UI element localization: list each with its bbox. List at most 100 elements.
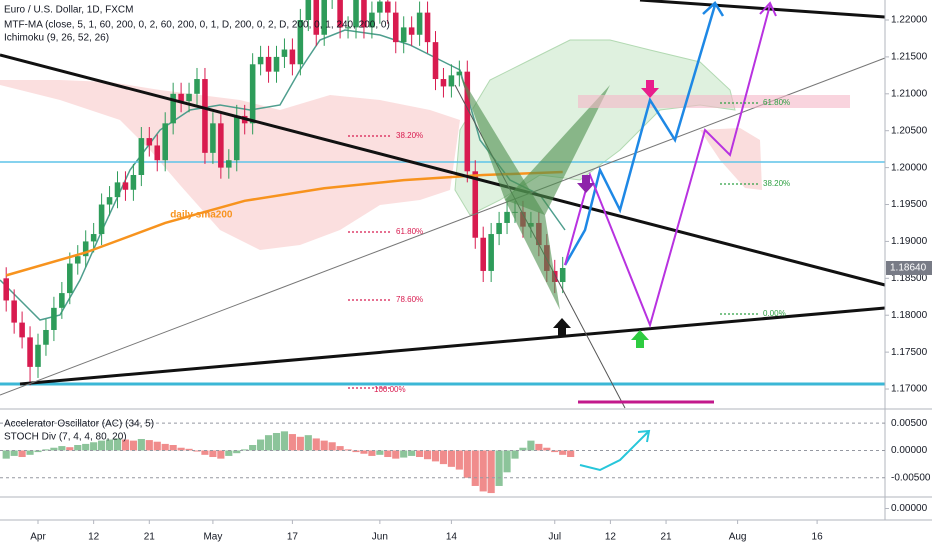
candle-body bbox=[98, 204, 105, 235]
ac-bar bbox=[34, 450, 42, 453]
ac-bar bbox=[320, 440, 328, 451]
y-tick-label: 0.00000 bbox=[891, 445, 928, 456]
ac-bar bbox=[82, 443, 90, 451]
candle-body bbox=[559, 267, 566, 283]
candle-body bbox=[496, 222, 502, 235]
candle-body bbox=[392, 12, 399, 43]
fib-label: 38.20% bbox=[763, 179, 790, 188]
trend-line bbox=[19, 306, 886, 386]
y-tick-label: 1.20000 bbox=[891, 162, 928, 173]
x-tick-label: 14 bbox=[446, 532, 458, 543]
candle-body bbox=[464, 71, 471, 172]
ac-bar bbox=[368, 450, 376, 456]
y-tick-label: -0.00500 bbox=[891, 472, 931, 483]
x-tick-label: Apr bbox=[30, 532, 46, 543]
candle-body bbox=[146, 138, 153, 146]
candle-body bbox=[233, 115, 240, 161]
y-tick-label: 1.18000 bbox=[891, 310, 928, 321]
y-tick-label: 1.21500 bbox=[891, 52, 928, 63]
projection-blue-arrow bbox=[702, 1, 725, 17]
ac-bar bbox=[384, 450, 392, 458]
ac-bar bbox=[225, 450, 233, 456]
stoch-drawing bbox=[579, 431, 649, 472]
candle-body bbox=[90, 234, 97, 242]
candle-body bbox=[170, 93, 176, 124]
candle-body bbox=[424, 12, 431, 43]
candle-body bbox=[504, 211, 510, 223]
ac-bar bbox=[567, 450, 575, 458]
ac-bar bbox=[233, 450, 241, 454]
pattern bbox=[505, 85, 610, 215]
ac-bar bbox=[479, 450, 487, 492]
ac-bar bbox=[272, 432, 281, 451]
candle-body bbox=[488, 234, 494, 271]
projection-blue bbox=[563, 4, 717, 266]
ac-bar bbox=[455, 450, 463, 470]
y-tick-label: 1.20500 bbox=[891, 125, 928, 136]
candle-body bbox=[551, 270, 558, 283]
y-tick-label: 0.00500 bbox=[891, 418, 928, 429]
candle-body bbox=[297, 20, 304, 65]
candle-body bbox=[249, 64, 256, 124]
ac-bar bbox=[2, 450, 10, 459]
candle-body bbox=[265, 56, 272, 72]
zone bbox=[578, 95, 850, 108]
ac-bar bbox=[535, 443, 543, 451]
fib-label: 0.00% bbox=[763, 309, 786, 318]
ac-bar bbox=[288, 434, 296, 451]
candle-body bbox=[226, 160, 232, 168]
legend-line: MTF-MA (close, 5, 1, 60, 200, 0, 2, 60, … bbox=[4, 20, 390, 31]
ac-bar bbox=[113, 438, 122, 451]
trend-line bbox=[0, 53, 886, 287]
ac-bar bbox=[241, 449, 249, 451]
candle-body bbox=[35, 344, 41, 367]
ac-bar bbox=[559, 450, 567, 455]
ac-bar bbox=[90, 442, 98, 451]
candle-body bbox=[67, 263, 73, 294]
price-tag-label: 1.18640 bbox=[890, 263, 927, 274]
arrow-up bbox=[631, 330, 649, 348]
ac-bar bbox=[201, 450, 209, 455]
candle-body bbox=[321, 0, 327, 35]
ac-bar bbox=[98, 440, 106, 451]
y-tick-label: 0.00000 bbox=[891, 503, 928, 514]
ac-bar bbox=[360, 450, 368, 454]
legend-line: Ichimoku (9, 26, 52, 26) bbox=[4, 33, 109, 44]
fib-label: 100.00% bbox=[374, 385, 406, 394]
ac-bar bbox=[408, 450, 416, 456]
price-tag bbox=[886, 260, 932, 275]
candle-body bbox=[154, 145, 161, 161]
candle-body bbox=[448, 75, 455, 87]
candle-body bbox=[400, 27, 407, 43]
ac-bar bbox=[18, 450, 26, 458]
ac-bar bbox=[257, 439, 265, 451]
pane-title: Accelerator Oscillator (AC) (34, 5) bbox=[4, 419, 154, 430]
ac-bar bbox=[66, 447, 74, 451]
sma-label: daily sma200 bbox=[170, 210, 233, 221]
ac-bar bbox=[400, 450, 408, 458]
candle-body bbox=[202, 79, 208, 153]
ac-bar bbox=[447, 450, 455, 467]
candle-body bbox=[51, 307, 57, 330]
candle-body bbox=[218, 123, 224, 168]
y-tick-label: 1.17000 bbox=[891, 384, 928, 395]
ac-bar bbox=[551, 450, 559, 453]
candle-body bbox=[353, 0, 359, 28]
ac-bar bbox=[519, 447, 527, 451]
candle-body bbox=[59, 293, 65, 308]
ac-bar bbox=[487, 450, 495, 494]
ac-bar bbox=[209, 450, 217, 458]
y-tick-label: 1.17500 bbox=[891, 347, 928, 358]
candle-body bbox=[289, 49, 296, 65]
ac-bar bbox=[105, 439, 114, 451]
x-tick-label: 17 bbox=[287, 532, 299, 543]
candle-body bbox=[130, 174, 137, 190]
x-tick-label: Aug bbox=[729, 532, 747, 543]
candle-body bbox=[273, 56, 280, 72]
ac-bar bbox=[169, 444, 177, 451]
ac-bar bbox=[42, 449, 50, 451]
ac-bar bbox=[129, 440, 137, 451]
ac-bar bbox=[527, 440, 535, 451]
candle-body bbox=[361, 0, 367, 28]
